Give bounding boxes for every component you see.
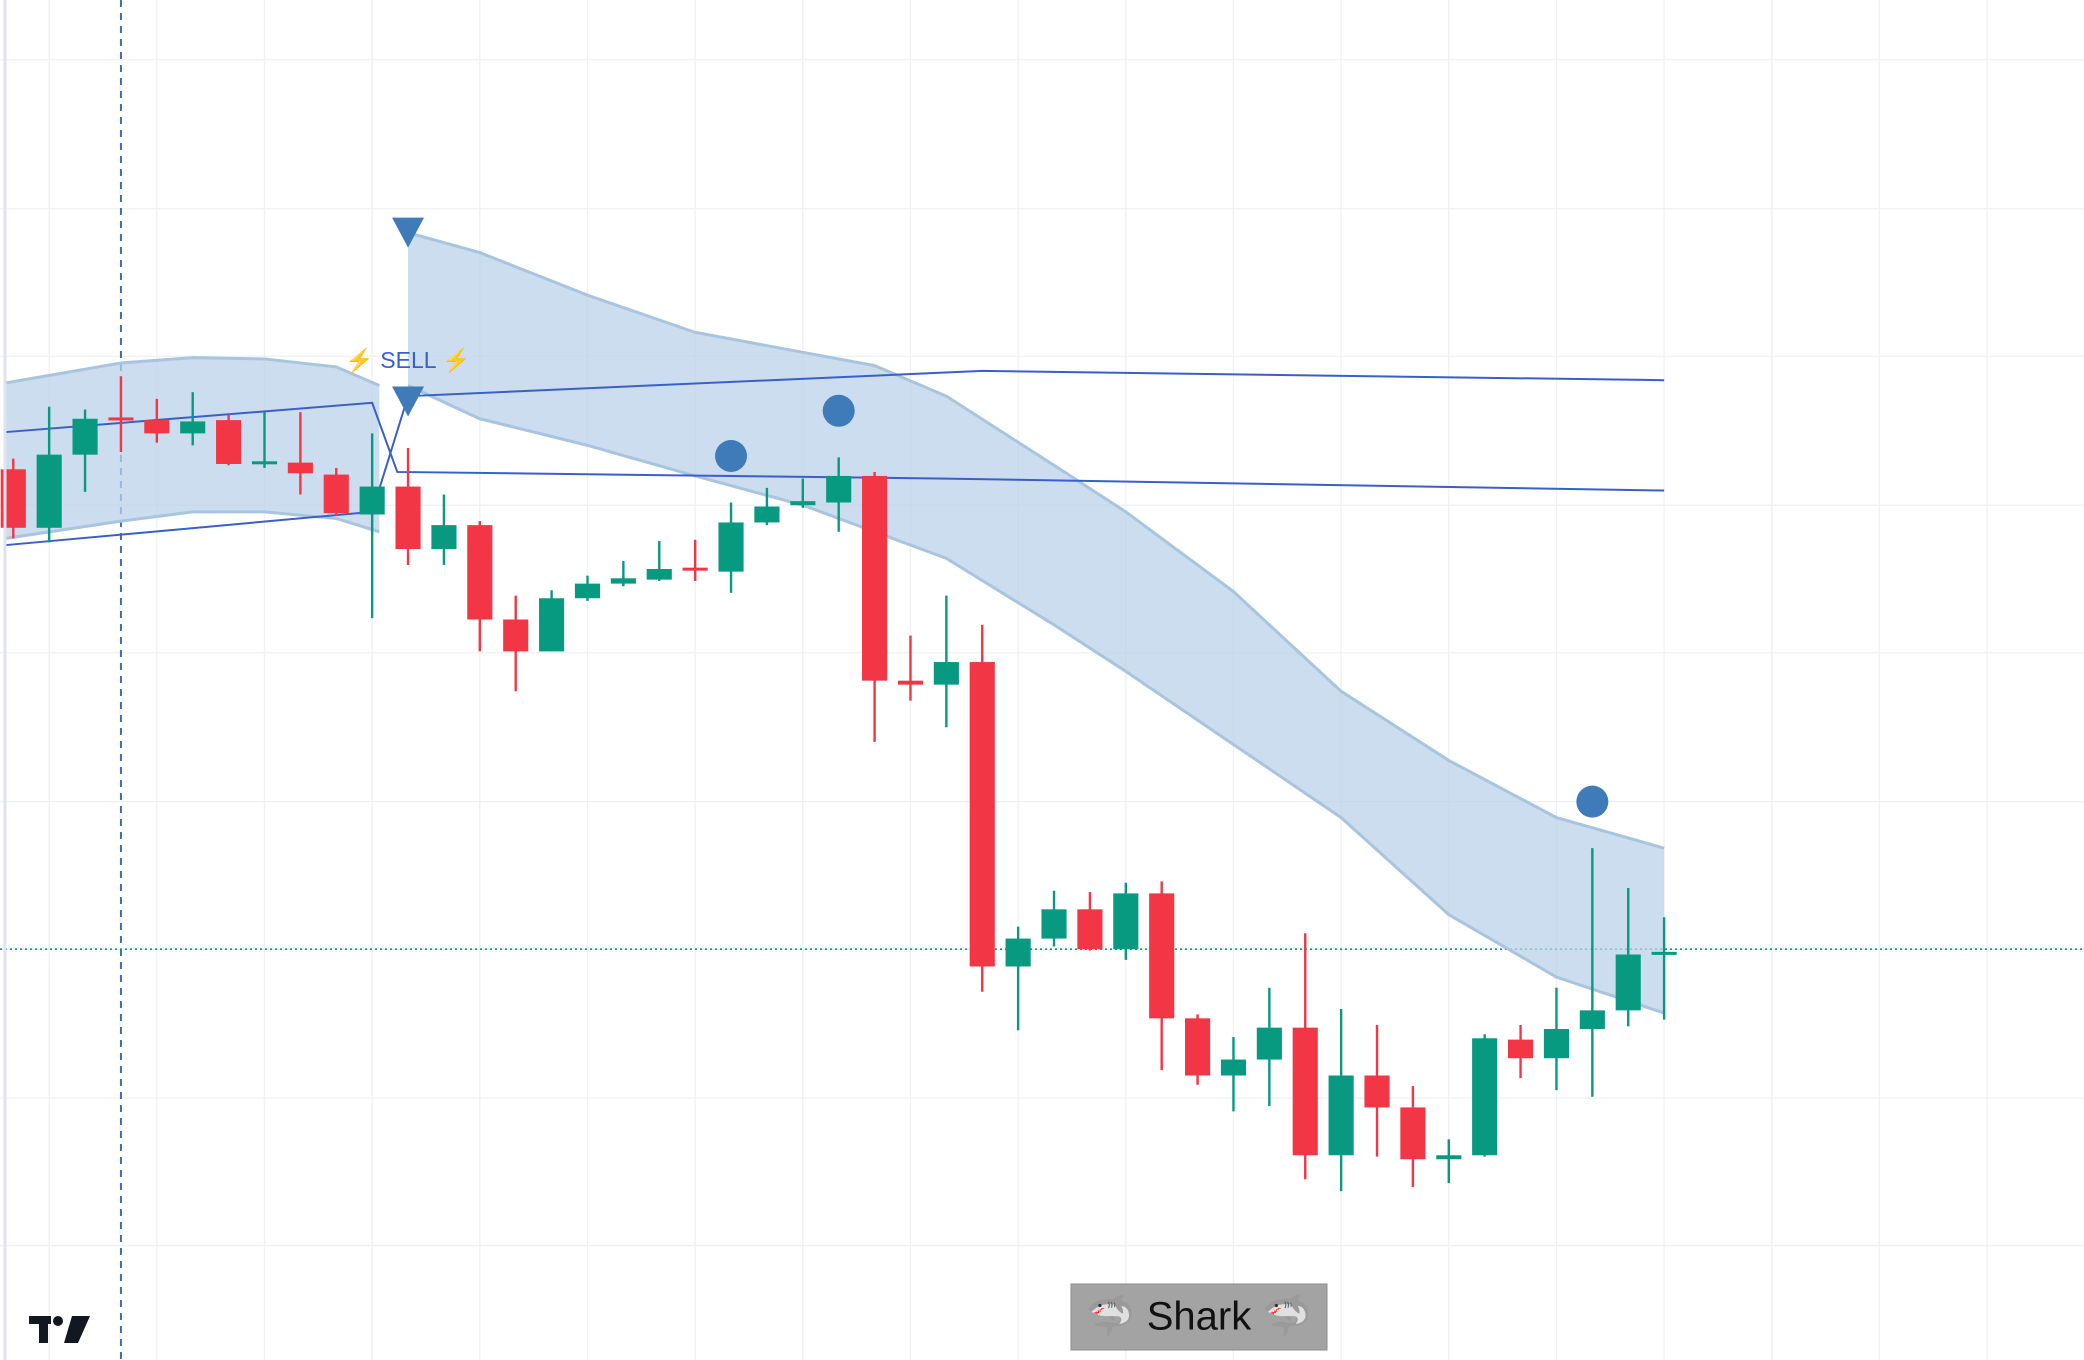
candle-body [503,619,529,652]
marker-circle [715,439,748,472]
band-area [408,232,1665,1014]
bands [5,231,1665,1015]
candle-body [790,501,816,506]
candle-body [72,418,98,455]
candle-body [682,567,708,571]
marker-circle [1576,785,1609,818]
candle-body [1436,1155,1462,1160]
candle-body [431,525,457,550]
candle-body [718,522,744,572]
marker-circle [822,394,855,427]
candle-body [1005,938,1031,967]
candle-body [574,583,601,599]
band-lower [407,384,1665,1015]
candle-body [539,598,565,652]
candle-body [359,486,385,515]
sell-label: ⚡ SELL ⚡ [345,347,470,374]
candle-body [1292,1027,1318,1156]
band-lower [5,510,380,540]
candle-body [1651,951,1677,955]
band-area [6,357,380,539]
logo-part [39,1316,48,1343]
logo-part [53,1316,63,1326]
candle-body [646,568,672,580]
candle-body [826,475,852,503]
band-upper [5,356,380,387]
candle-body [1508,1039,1534,1059]
logo-part [64,1316,90,1343]
candle-body [862,475,888,681]
candle-body [969,662,995,967]
candle-body [754,506,780,523]
candle-body [1615,954,1641,1011]
candle-body [251,461,278,465]
badge-box [1070,1283,1328,1351]
candle-body [1077,909,1103,950]
candle-body [1149,893,1175,1019]
candle-body [323,474,349,514]
candle-body [395,486,421,550]
candle-body [1220,1059,1247,1076]
candle-body [180,421,206,434]
candle-body [1113,893,1139,950]
candle-body [610,578,636,584]
candle-body [1256,1027,1282,1060]
candle-body [1579,1010,1605,1029]
candle-body [287,462,313,474]
candle-body [36,454,62,528]
candle-body [1400,1107,1426,1160]
candle-body [144,420,170,434]
candle-body [897,680,924,685]
candle-body [467,525,493,620]
candle-body [1328,1075,1354,1156]
candle-body [1185,1018,1211,1076]
candle-body [1472,1038,1498,1156]
candle-body [933,662,959,685]
markers [392,217,1609,818]
candle-body [1041,909,1067,939]
candle-body [216,420,242,464]
indicator-line [6,401,1665,492]
band-upper [407,231,1665,850]
badge-text: 🦈 Shark 🦈 [1086,1293,1312,1339]
candle-body [1543,1028,1570,1059]
candle-body [108,417,134,421]
candle-body [1364,1075,1390,1108]
marker-triangle [392,386,425,417]
candles [0,376,1677,1192]
marker-triangle [392,217,425,248]
logo [29,1316,90,1343]
